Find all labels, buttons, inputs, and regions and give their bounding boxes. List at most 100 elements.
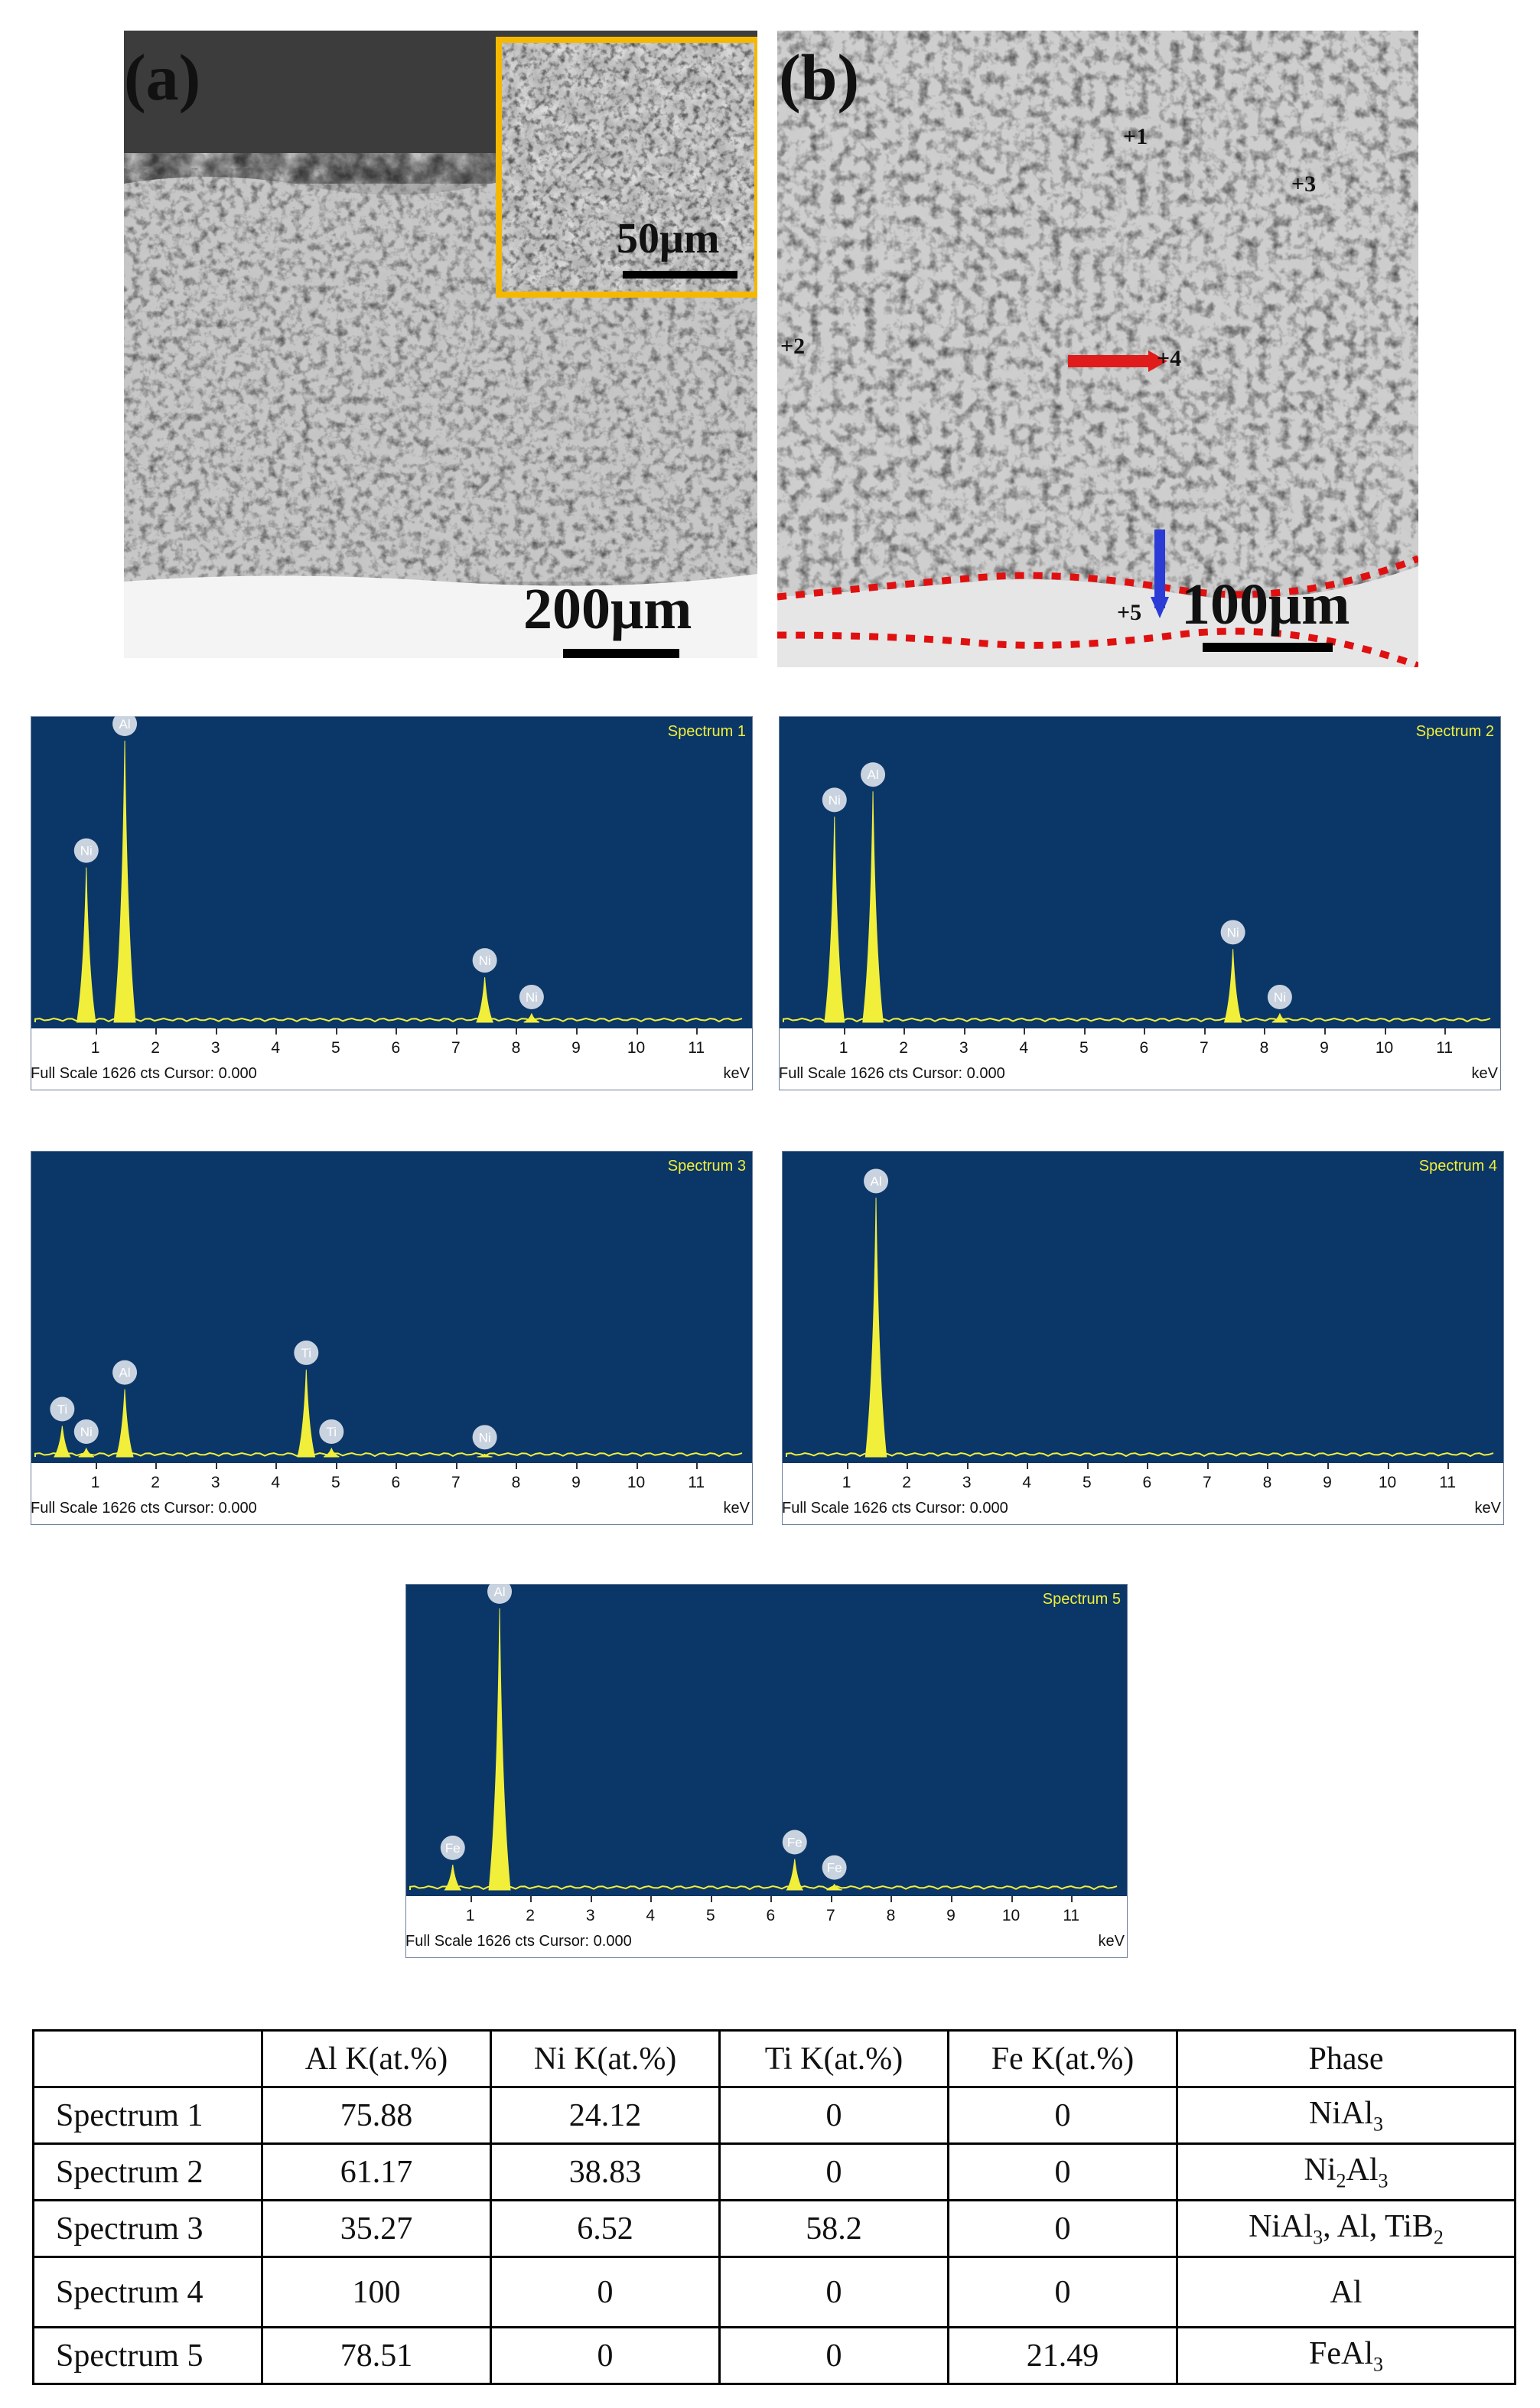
cell-ni: 0 — [490, 2326, 721, 2385]
cell-al: 35.27 — [261, 2199, 492, 2258]
spectrum-axis — [31, 1463, 753, 1525]
cell-ni: 24.12 — [490, 2086, 721, 2145]
x-tick-label: 8 — [1262, 1474, 1272, 1491]
x-tick-mark — [1086, 1463, 1089, 1469]
peak-element-label: Al — [493, 1585, 505, 1599]
cell-ni: 38.83 — [490, 2142, 721, 2201]
peak-label-marker — [519, 984, 544, 1009]
x-tick-mark — [696, 1028, 698, 1035]
peak-label-marker — [294, 1340, 319, 1365]
peak-element-label: Ni — [829, 793, 841, 807]
x-tick-label: 6 — [1139, 1039, 1149, 1057]
x-tick-label: 7 — [451, 1039, 461, 1057]
spectrum-panel-1: Spectrum 1 Ni Al Ni Ni 1 2 3 4 5 6 7 8 9 10 11 Full Scal… — [31, 716, 753, 1091]
phase-subscript: 3 — [1373, 2353, 1383, 2376]
spectrum-peak — [444, 1864, 462, 1891]
spectrum-unit: keV — [1098, 1933, 1125, 1950]
cell-ni: 0 — [490, 2256, 721, 2328]
peak-element-label: Ni — [1227, 925, 1239, 940]
x-tick-label: 3 — [962, 1474, 972, 1491]
spectrum-title: Spectrum 1 — [667, 723, 746, 740]
x-tick-label: 6 — [1142, 1474, 1152, 1491]
x-tick-label: 9 — [1323, 1474, 1332, 1491]
x-tick-mark — [470, 1896, 472, 1902]
spectrum-footer: Full Scale 1626 cts Cursor: 0.000 — [31, 1500, 257, 1517]
x-tick-mark — [275, 1028, 278, 1035]
x-tick-mark — [770, 1896, 773, 1902]
x-tick-mark — [1267, 1463, 1269, 1469]
x-tick-label: 10 — [1375, 1039, 1394, 1057]
x-tick-mark — [530, 1896, 532, 1902]
peak-element-label: Ti — [301, 1346, 312, 1360]
x-tick-label: 1 — [838, 1039, 848, 1057]
spectrum-footer: Full Scale 1626 cts Cursor: 0.000 — [779, 1065, 1005, 1082]
x-tick-mark — [516, 1463, 518, 1469]
spectrum-baseline — [783, 1017, 1491, 1023]
x-tick-label: 4 — [1022, 1474, 1032, 1491]
peak-label-marker — [864, 1168, 889, 1194]
x-tick-mark — [1147, 1463, 1149, 1469]
peak-element-label: Ti — [57, 1403, 68, 1417]
x-tick-mark — [963, 1028, 965, 1035]
phase-text: Ni — [1304, 2152, 1337, 2188]
cell-phase: Al — [1176, 2256, 1516, 2328]
x-tick-mark — [1027, 1463, 1029, 1469]
x-tick-mark — [455, 1028, 457, 1035]
cell-ti: 0 — [718, 2142, 949, 2201]
peak-element-label: Al — [867, 767, 878, 782]
spectrum-peak — [864, 1197, 887, 1458]
panel-b-scale-text: 100μm — [1181, 572, 1350, 637]
spectrum-unit: keV — [723, 1500, 750, 1517]
x-tick-label: 11 — [688, 1474, 705, 1491]
composition-table: Al K(at.%) Ni K(at.%) Ti K(at.%) Fe K(at… — [32, 2029, 1516, 2385]
cell-ti: 0 — [718, 2256, 949, 2328]
peak-label-marker — [319, 1419, 344, 1444]
x-tick-label: 3 — [210, 1474, 220, 1491]
x-tick-mark — [1387, 1463, 1389, 1469]
spectrum-peak — [826, 1883, 842, 1891]
x-tick-label: 9 — [571, 1039, 581, 1057]
peak-element-label: Ni — [526, 990, 538, 1005]
spectrum-plot-area: Spectrum 3 — [31, 1151, 753, 1465]
x-tick-mark — [1447, 1463, 1450, 1469]
spectrum-peak — [488, 1608, 511, 1891]
spectrum-plot-area: Spectrum 4 — [782, 1151, 1504, 1465]
x-tick-label: 6 — [766, 1907, 776, 1924]
spectrum-peak — [477, 1453, 493, 1458]
point-label-3: +3 — [1291, 171, 1317, 197]
spectrum-svg: Ti Ni Al Ti Ti Ni — [34, 1340, 743, 1458]
cell-al: 100 — [261, 2256, 492, 2328]
phase-text: NiAl — [1309, 2095, 1373, 2131]
x-tick-label: 1 — [465, 1907, 475, 1924]
x-tick-label: 6 — [391, 1039, 401, 1057]
peak-element-label: Ni — [80, 844, 93, 859]
cell-fe: 0 — [947, 2256, 1178, 2328]
cell-ni: 6.52 — [490, 2199, 721, 2258]
x-tick-label: 5 — [705, 1907, 715, 1924]
spectrum-peak — [116, 1389, 134, 1458]
point-label-2: +2 — [780, 334, 806, 359]
sem-image-b: (b) +1 +2 +3 +4 +5 100μm — [777, 31, 1418, 667]
x-tick-label: 4 — [271, 1474, 281, 1491]
x-tick-mark — [1071, 1896, 1073, 1902]
cell-ti: 0 — [718, 2086, 949, 2145]
x-tick-mark — [590, 1896, 592, 1902]
cell-phase: Ni2Al3 — [1176, 2142, 1516, 2201]
spectrum-peak — [54, 1426, 71, 1458]
panel-a-scale-text: 200μm — [523, 577, 692, 641]
x-tick-label: 1 — [842, 1474, 851, 1491]
spectrum-unit: keV — [723, 1065, 750, 1082]
x-tick-label: 8 — [511, 1474, 521, 1491]
x-tick-label: 11 — [1436, 1039, 1454, 1057]
sem-image-a: 50μm (a) 200μm — [124, 31, 757, 658]
spectrum-peak — [1223, 949, 1242, 1023]
spectrum-svg: Fe Al Fe Fe — [409, 1584, 1118, 1891]
row-name: Spectrum 1 — [32, 2086, 263, 2145]
x-tick-label: 7 — [826, 1907, 835, 1924]
header-cell: Ti K(at.%) — [718, 2029, 949, 2088]
x-tick-label: 6 — [391, 1474, 401, 1491]
x-tick-mark — [1327, 1463, 1330, 1469]
inset-image: 50μm — [496, 37, 757, 298]
x-tick-label: 4 — [271, 1039, 281, 1057]
spectrum-peak — [786, 1859, 804, 1891]
